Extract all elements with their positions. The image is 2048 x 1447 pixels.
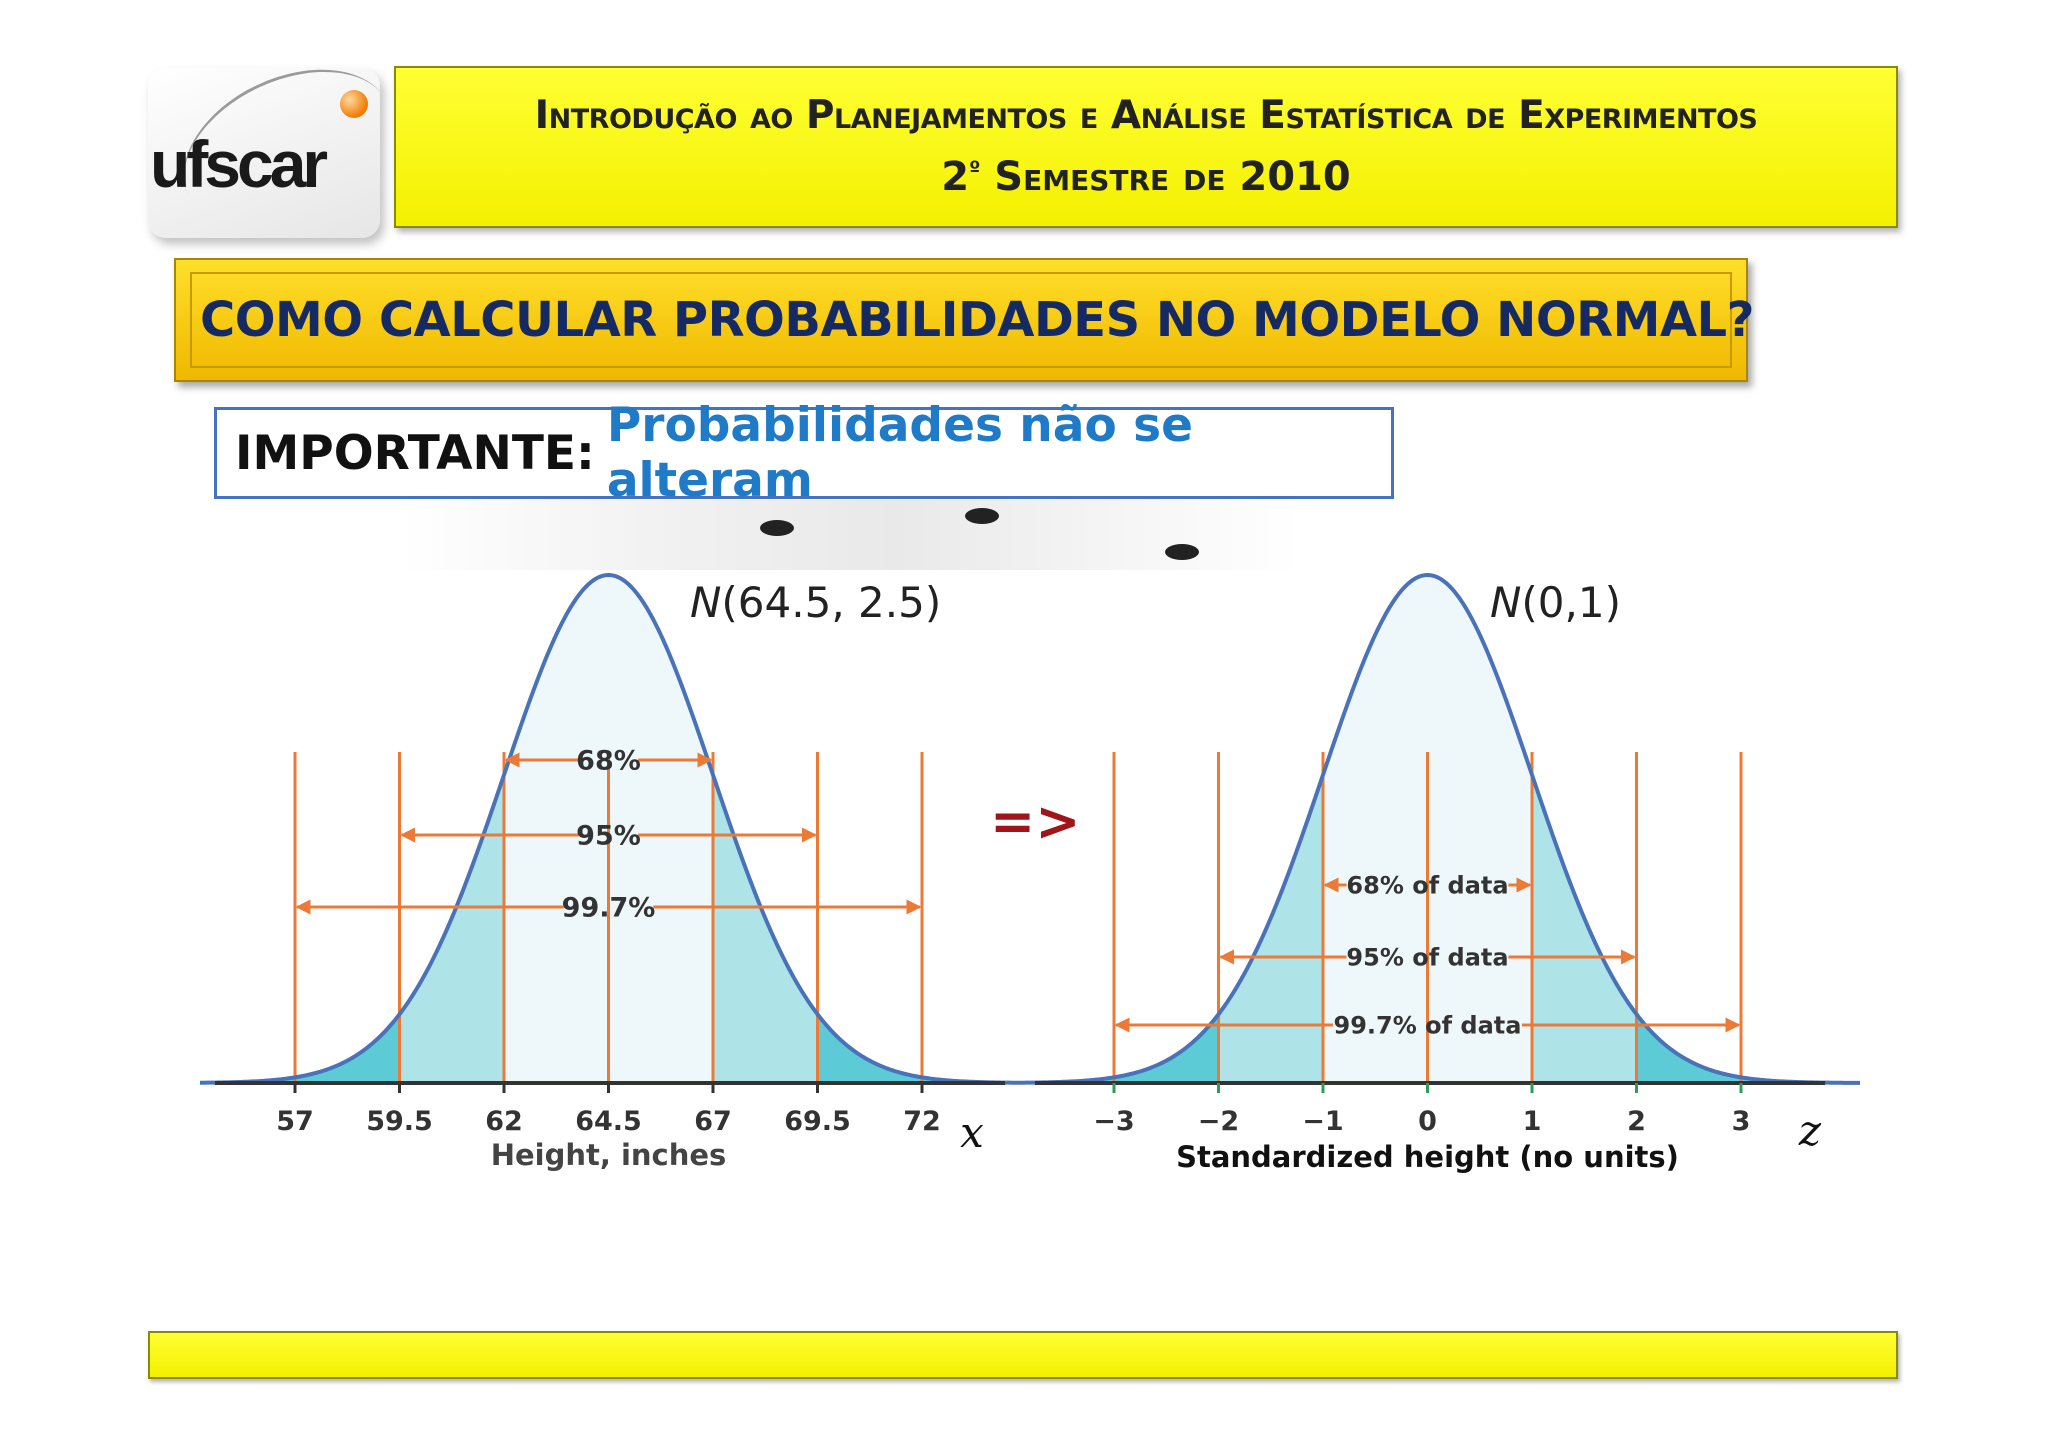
slide-title-inner: COMO CALCULAR PROBABILIDADES NO MODELO N…	[190, 272, 1754, 368]
distribution-symbol: N	[1490, 578, 1521, 627]
right-tail-fill	[1636, 1014, 1860, 1083]
tick-label: 67	[694, 1106, 732, 1137]
semester-number: 2	[941, 154, 970, 201]
die-pip	[760, 520, 794, 536]
interval-label: 99.7% of data	[1334, 1012, 1522, 1040]
interval-label: 68% of data	[1346, 872, 1508, 900]
axis-variable-symbol: z	[1798, 1106, 1822, 1155]
course-header: Introdução ao Planejamentos e Análise Es…	[394, 66, 1898, 228]
left-tail-fill	[200, 1014, 400, 1083]
slide-title: COMO CALCULAR PROBABILIDADES NO MODELO N…	[200, 292, 1754, 348]
important-note: IMPORTANTE: Probabilidades não se altera…	[214, 398, 1394, 508]
ordinal-indicator: º	[969, 156, 981, 181]
interval-label: 99.7%	[562, 893, 656, 924]
die-pip	[1165, 544, 1199, 560]
important-label: IMPORTANTE:	[235, 425, 595, 481]
logo-text: ufscar	[150, 127, 328, 201]
background-photo	[400, 500, 1300, 570]
tick-label: 57	[276, 1106, 314, 1137]
x-axis-label: Standardized height (no units)	[1176, 1140, 1679, 1174]
tick-label: −3	[1093, 1106, 1134, 1137]
interval-label: 68%	[576, 746, 641, 777]
course-title: Introdução ao Planejamentos e Análise Es…	[534, 92, 1758, 138]
distribution-title: N(0,1)	[1490, 578, 1621, 627]
footer-bar	[148, 1331, 1898, 1379]
height-normal-chart: 57 59.5 62 64.5 67 69.5 72 68% 95% 99.7% N(64.5, 2…	[200, 572, 1020, 1172]
normal-curve	[1020, 572, 1860, 1085]
semester-line: 2º Semestre de 2010	[941, 146, 1350, 208]
tick-label: 59.5	[366, 1106, 433, 1137]
ufscar-logo: ufscar	[148, 68, 380, 238]
distribution-params: (0,1)	[1521, 578, 1621, 627]
interval-label: 95%	[576, 821, 641, 852]
tick-label: 1	[1523, 1106, 1542, 1137]
semester-text: Semestre de 2010	[980, 154, 1351, 201]
interval-label: 95% of data	[1346, 944, 1508, 972]
distribution-symbol: N	[690, 578, 721, 627]
tick-label: 62	[485, 1106, 523, 1137]
x-axis-label: Height, inches	[491, 1138, 727, 1172]
standard-normal-chart: −3 −2 −1 0 1 2 3 68% of data 95% of data 99.7% of…	[1020, 572, 1860, 1174]
normal-curve	[200, 572, 1020, 1085]
tick-label: 2	[1627, 1106, 1646, 1137]
left-tail-fill	[1020, 1014, 1219, 1083]
axis-variable-symbol: x	[960, 1108, 984, 1157]
tick-label: −2	[1198, 1106, 1239, 1137]
tick-label: 0	[1418, 1106, 1437, 1137]
transform-arrow: =>	[990, 790, 1081, 853]
die-pip	[965, 508, 999, 524]
tick-label: 64.5	[575, 1106, 642, 1137]
distribution-params: (64.5, 2.5)	[721, 578, 941, 627]
tick-label: 72	[903, 1106, 941, 1137]
tick-label: 3	[1732, 1106, 1751, 1137]
slide-title-bar: COMO CALCULAR PROBABILIDADES NO MODELO N…	[174, 258, 1754, 382]
important-text: Probabilidades não se alteram	[606, 398, 1193, 508]
tick-label: −1	[1302, 1106, 1343, 1137]
logo-orange-ball	[340, 90, 368, 118]
tick-label: 69.5	[784, 1106, 851, 1137]
right-tail-fill	[817, 1014, 1020, 1083]
distribution-title: N(64.5, 2.5)	[690, 578, 941, 627]
